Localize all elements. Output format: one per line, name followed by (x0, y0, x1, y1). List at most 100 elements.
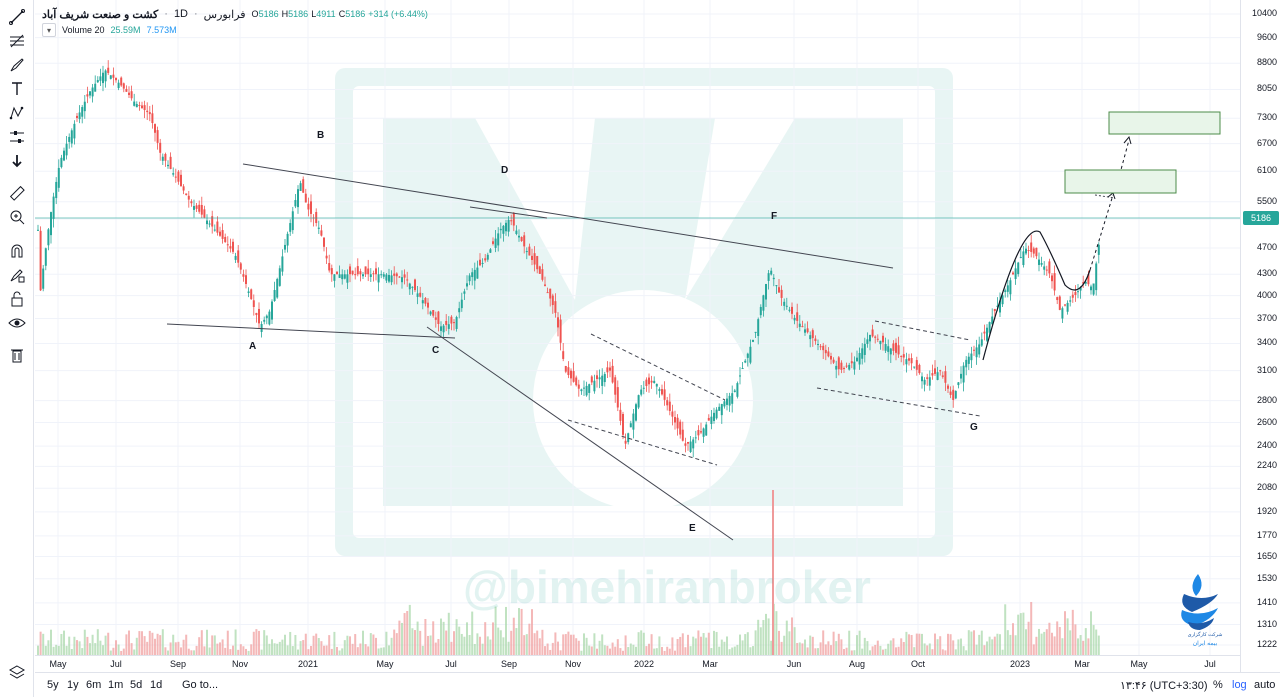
magnet-icon[interactable] (4, 240, 30, 262)
volume-bar (832, 631, 835, 655)
volume-bar (658, 636, 661, 655)
candle-body (908, 358, 910, 361)
candle-body (141, 105, 143, 108)
lock-drawing-icon[interactable] (4, 264, 30, 286)
measure-tool-icon[interactable] (4, 126, 30, 148)
time-tick-label: Nov (231, 659, 249, 669)
price-tick-label: 1650 (1256, 550, 1277, 561)
volume-bar (120, 650, 123, 655)
volume-bar (1066, 618, 1069, 655)
candle-body (143, 105, 146, 111)
candle-body (523, 235, 526, 247)
candle-body (299, 183, 302, 191)
projection-curve (982, 230, 1091, 361)
volume-bar (575, 638, 578, 655)
candle-body (333, 274, 336, 281)
volume-bar (572, 634, 575, 655)
line-tool-icon[interactable] (4, 6, 30, 28)
candle-body (148, 112, 151, 115)
range-5d-button[interactable]: 5d (130, 679, 143, 691)
volume-bar (515, 628, 518, 655)
text-icon[interactable] (4, 78, 30, 100)
candle-body (398, 276, 401, 278)
candle-body (538, 266, 541, 274)
volume-bar (372, 634, 375, 655)
candle-body (437, 311, 440, 325)
candle-body (414, 279, 416, 291)
log-toggle[interactable]: log (1232, 679, 1247, 691)
candle-body (330, 268, 333, 275)
volume-bar (159, 635, 162, 655)
candle-body (827, 351, 830, 357)
range-1y-button[interactable]: 1y (67, 679, 79, 691)
broker-logo (1181, 574, 1218, 630)
volume-bar (1045, 629, 1048, 655)
ruler-icon[interactable] (4, 182, 30, 204)
volume-bar (908, 634, 910, 655)
candle-body (200, 204, 203, 215)
candle-body (564, 366, 567, 372)
volume-bar (949, 634, 952, 655)
candle-body (897, 345, 900, 355)
range-5y-button[interactable]: 5y (47, 679, 59, 691)
candle-body (372, 273, 375, 275)
volume-bar (341, 648, 344, 655)
candle-body (676, 417, 679, 429)
candle-body (723, 401, 726, 407)
volume-bar (902, 641, 905, 655)
volume-bar (1019, 613, 1022, 655)
symbol-legend[interactable]: کشت و صنعت شریف آباد · 1D · فرابورس O518… (42, 8, 428, 21)
range-6m-button[interactable]: 6m (86, 679, 102, 691)
chart-area[interactable]: @bimehiranbroker (35, 0, 1240, 672)
fib-tool-icon[interactable] (4, 30, 30, 52)
range-1m-button[interactable]: 1m (108, 679, 124, 691)
range-1d-button[interactable]: 1d (150, 679, 163, 691)
volume-bar (817, 648, 819, 655)
candle-body (385, 274, 388, 281)
candle-body (710, 416, 713, 424)
lock-icon[interactable] (4, 288, 30, 310)
eye-icon[interactable] (4, 312, 30, 334)
candle-body (476, 267, 479, 279)
candle-body (278, 268, 281, 286)
volume-bar (138, 631, 141, 655)
candle-body (1025, 248, 1027, 254)
candle-body (817, 344, 819, 346)
price-chart[interactable] (35, 0, 1240, 655)
price-tick-label: 10400 (1251, 8, 1277, 18)
candle-body (42, 268, 45, 289)
candle-body (715, 409, 718, 419)
volume-bar (50, 629, 52, 655)
candle-body (346, 274, 349, 283)
volume-bar (910, 634, 913, 655)
volume-bar (980, 630, 983, 655)
trash-icon[interactable] (4, 344, 30, 366)
candle-body (824, 349, 827, 354)
pattern-icon[interactable] (4, 102, 30, 124)
auto-toggle[interactable]: auto (1254, 679, 1276, 691)
candle-body (60, 157, 63, 168)
clock-display[interactable]: ۱۳:۴۶ (UTC+3:30) (1120, 680, 1208, 692)
layers-icon[interactable] (4, 662, 30, 684)
chevron-down-icon[interactable]: ▾ (42, 23, 56, 37)
candle-body (674, 417, 676, 423)
candle-body (154, 124, 156, 133)
price-axis[interactable]: 5186 10400 9600 8800 8050 7300 6700 6100 5500 47… (1240, 0, 1280, 672)
candle-body (419, 292, 422, 297)
candle-body (648, 377, 650, 385)
volume-bar (962, 646, 965, 655)
volume-bar (109, 650, 112, 655)
candle-body (874, 336, 877, 338)
goto-button[interactable]: Go to... (182, 679, 219, 691)
candle-body (224, 236, 227, 243)
volume-bar (338, 650, 341, 655)
candle-body (619, 409, 622, 421)
volume-bar (96, 629, 99, 655)
brush-icon[interactable] (4, 54, 30, 76)
time-axis[interactable]: May Jul Sep Nov 2021 May Jul Sep Nov 2022 Mar Jun Au… (35, 655, 1240, 672)
volume-bar (679, 636, 682, 655)
zoom-icon[interactable] (4, 206, 30, 228)
volume-bar (609, 648, 611, 655)
percent-toggle[interactable]: % (1213, 679, 1223, 691)
arrow-down-icon[interactable] (4, 150, 30, 172)
